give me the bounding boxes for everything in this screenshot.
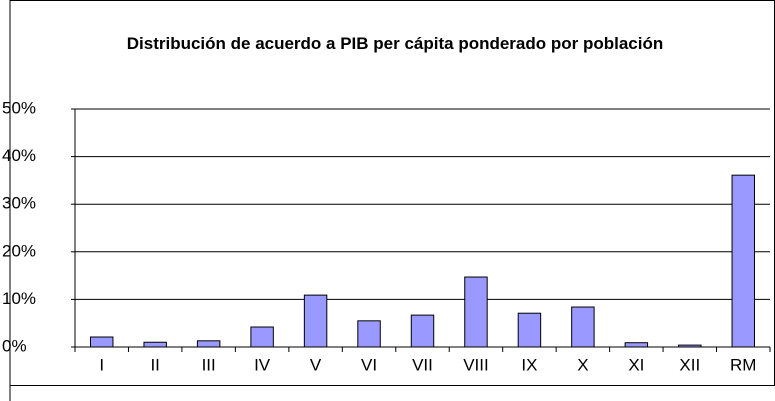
x-tick-label: RM — [730, 355, 756, 374]
bar — [410, 314, 435, 348]
x-tick-label: IV — [254, 355, 271, 374]
x-tick-label: X — [577, 355, 588, 374]
y-tick-label: 0% — [2, 336, 27, 355]
bar — [731, 174, 755, 348]
x-tick-label: IX — [521, 355, 537, 374]
x-tick-label: II — [150, 355, 159, 374]
bar — [357, 320, 381, 348]
x-tick-label: III — [202, 355, 216, 374]
bar — [517, 312, 542, 348]
bar — [196, 340, 221, 348]
bar — [624, 342, 649, 348]
x-tick-label: VI — [361, 355, 377, 374]
bar — [90, 336, 114, 348]
y-tick-label: 40% — [2, 146, 36, 165]
bar — [464, 276, 488, 348]
y-tick-label: 10% — [2, 289, 36, 308]
x-tick-label: XII — [679, 355, 700, 374]
y-tick-label: 30% — [2, 194, 36, 213]
y-tick-label: 20% — [2, 241, 36, 260]
bar — [143, 341, 167, 348]
x-tick-label: VIII — [463, 355, 489, 374]
chart-title: Distribución de acuerdo a PIB per cápita… — [126, 34, 664, 53]
x-tick-label: VII — [412, 355, 433, 374]
x-tick-label: XI — [628, 355, 644, 374]
y-tick-label: 50% — [2, 98, 36, 117]
bar — [250, 326, 274, 348]
x-tick-label: V — [310, 355, 322, 374]
bar — [303, 294, 328, 348]
x-tick-label: I — [99, 355, 104, 374]
bar — [571, 306, 595, 348]
